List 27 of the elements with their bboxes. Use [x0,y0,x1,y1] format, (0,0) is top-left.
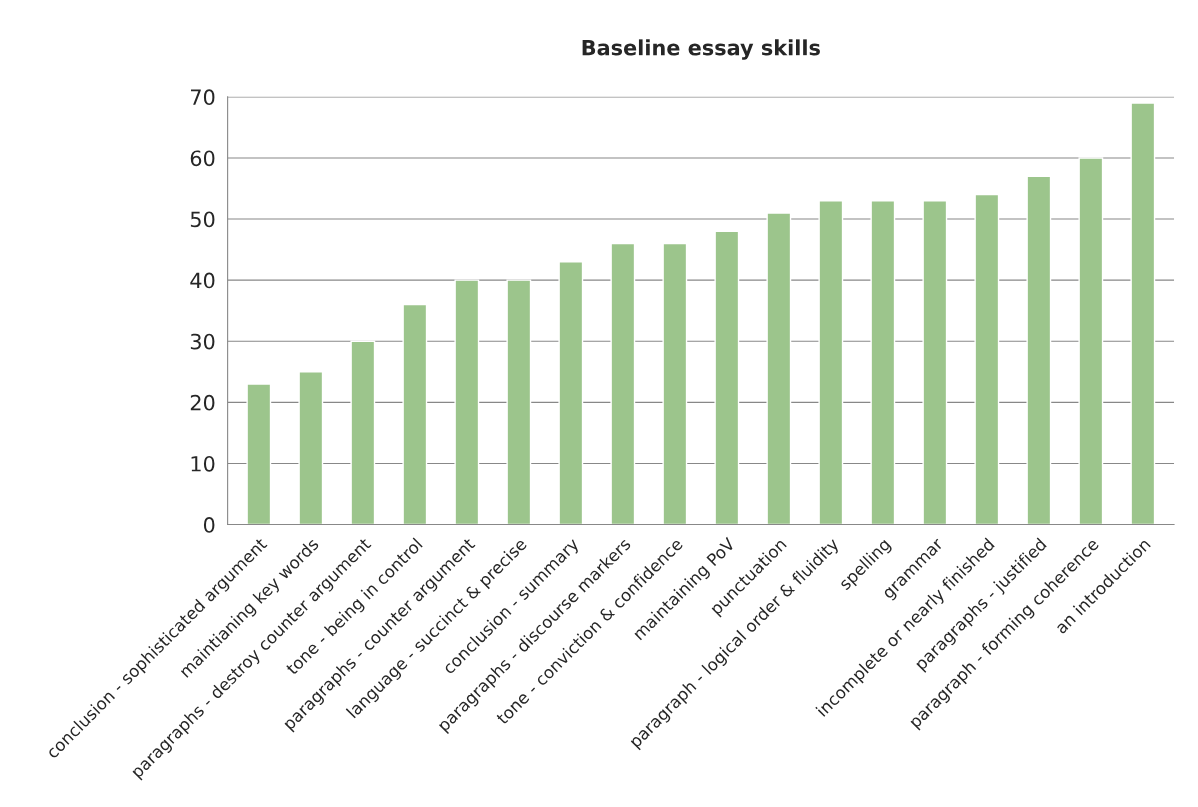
bar [402,303,428,525]
bar [350,340,376,525]
bar [714,230,740,525]
bar [298,371,324,525]
y-tick-label: 20 [190,394,215,411]
bar [506,279,532,525]
y-tick-label: 10 [191,455,215,472]
bar [610,242,636,525]
y-tick-label: 0 [203,517,215,533]
y-tick-label: 70 [191,89,215,106]
bar [1078,157,1104,525]
bar [1130,102,1156,525]
bar [662,242,688,525]
y-tick-label: 40 [190,272,215,289]
bar [922,200,948,525]
chart-title: Baseline essay skills [582,39,820,60]
bar [1026,175,1052,525]
bar [818,200,844,525]
bar [974,193,1000,525]
y-tick-label: 30 [190,333,215,350]
bar [870,200,896,525]
bar [246,383,272,525]
y-tick-label: 60 [190,150,215,167]
bar [454,279,480,525]
y-tick-label: 50 [190,211,215,228]
bar [558,261,584,525]
bar [766,212,792,525]
